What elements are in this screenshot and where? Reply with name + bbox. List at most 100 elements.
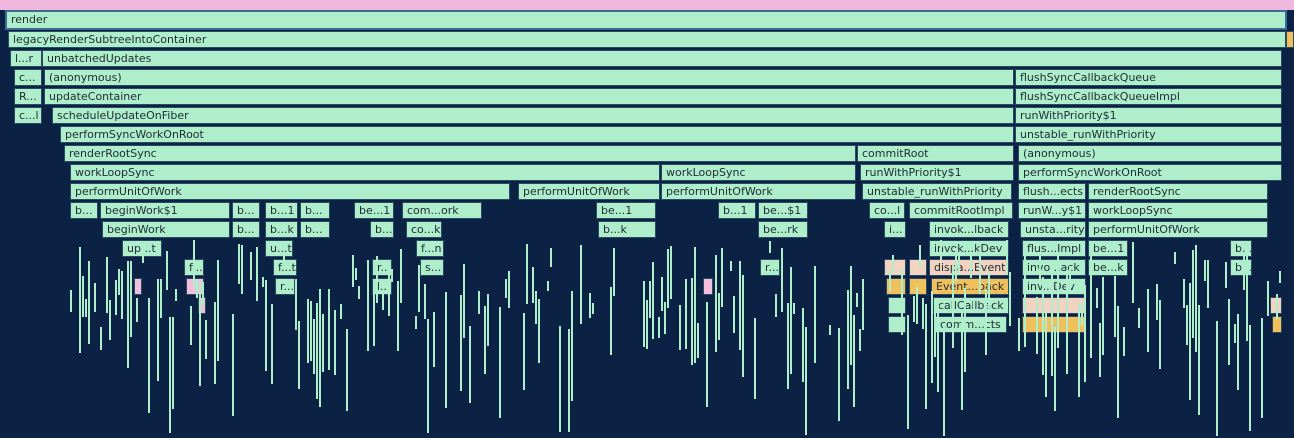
stack-tick <box>661 277 663 311</box>
stack-tick <box>526 244 528 304</box>
frame-unstable-run-with-priority-2[interactable]: unstable_runWithPriority <box>862 183 1012 200</box>
frame-b-3[interactable]: b... <box>300 202 330 219</box>
frame-orange-sliver[interactable] <box>1286 31 1294 48</box>
frame-run-with-priority-1[interactable]: runWithPriority$1 <box>1015 107 1282 124</box>
frame-invoke-dev-2[interactable]: inv...Dev <box>1022 278 1086 295</box>
frame-be1-1[interactable]: be...1 <box>354 202 394 219</box>
stack-tick <box>136 298 138 322</box>
frame-commit-root-impl[interactable]: commitRootImpl <box>909 202 1013 219</box>
frame-s[interactable]: s... <box>420 259 444 276</box>
frame-flush-effects[interactable]: flush...ects <box>1018 183 1086 200</box>
frame-commit-root[interactable]: commitRoot <box>857 145 1014 162</box>
frame-b-5[interactable]: b... <box>300 221 330 238</box>
frame-anonymous-2[interactable]: (anonymous) <box>1018 145 1282 162</box>
frame-legacy-render-subtree[interactable]: legacyRenderSubtreeIntoContainer <box>8 31 1286 48</box>
frame-be-1[interactable]: be...$1 <box>758 202 808 219</box>
frame-orange-2[interactable] <box>909 278 927 295</box>
frame-begin-work[interactable]: beginWork <box>102 221 230 238</box>
frame-pink-1[interactable] <box>134 278 142 295</box>
frame-berk[interactable]: be...rk <box>758 221 808 238</box>
frame-unstable-run-with-priority[interactable]: unstable_runWithPriority <box>1015 126 1282 143</box>
frame-render[interactable]: render <box>5 10 1287 30</box>
frame-cok[interactable]: co...k <box>406 221 442 238</box>
frame-lr[interactable]: l...r <box>10 50 42 67</box>
frame-peach-3[interactable] <box>1022 297 1086 314</box>
frame-event-callback[interactable]: Event...back <box>931 278 1009 295</box>
frame-begin-work-1[interactable]: beginWork$1 <box>100 202 230 219</box>
frame-fn[interactable]: f...n <box>416 240 444 257</box>
stack-tick <box>469 326 471 403</box>
frame-commit-effects[interactable]: comm...cts <box>935 316 1007 333</box>
frame-flush-impl[interactable]: flus...Impl <box>1022 240 1086 257</box>
frame-update-container[interactable]: updateContainer <box>44 88 1014 105</box>
frame-b1-1[interactable]: b...1 <box>265 202 298 219</box>
frame-anonymous[interactable]: (anonymous) <box>44 69 1014 86</box>
stack-tick <box>847 290 849 389</box>
frame-col[interactable]: co...l <box>869 202 905 219</box>
stack-tick <box>427 319 429 433</box>
frame-r-3[interactable]: r... <box>275 278 295 295</box>
frame-unstable-priority[interactable]: unsta...rity <box>1020 221 1086 238</box>
frame-b-7[interactable]: b... <box>1230 240 1252 257</box>
frame-render-root-sync[interactable]: renderRootSync <box>64 145 856 162</box>
frame-b-6[interactable]: b... <box>370 221 394 238</box>
stack-tick <box>721 248 723 307</box>
frame-commit-work[interactable]: com...ork <box>402 202 482 219</box>
frame-cl[interactable]: c...l <box>14 107 42 124</box>
frame-perform-unit-of-work[interactable]: performUnitOfWork <box>70 183 510 200</box>
frame-bk-1[interactable]: b...k <box>265 221 298 238</box>
frame-work-loop-sync[interactable]: workLoopSync <box>70 164 660 181</box>
frame-flush-sync-callback-queue-impl[interactable]: flushSyncCallbackQueueImpl <box>1015 88 1282 105</box>
frame-r-2[interactable]: r... <box>760 259 780 276</box>
frame-i[interactable]: i... <box>884 221 906 238</box>
frame-b-4[interactable]: b... <box>232 221 260 238</box>
frame-invoke-dev[interactable]: invok...kDev <box>929 240 1009 257</box>
frame-r[interactable]: R... <box>14 88 42 105</box>
frame-schedule-update-on-fiber[interactable]: scheduleUpdateOnFiber <box>52 107 1014 124</box>
frame-bek[interactable]: be...k <box>1088 259 1128 276</box>
frame-dispatch-event[interactable]: dispa...Event <box>929 259 1009 276</box>
frame-pink-3[interactable] <box>703 278 713 295</box>
frame-b-2[interactable]: b... <box>232 202 260 219</box>
frame-green-1[interactable] <box>888 297 906 314</box>
frame-work-loop-sync-2[interactable]: workLoopSync <box>661 164 856 181</box>
frame-work-loop-sync-3[interactable]: workLoopSync <box>1088 202 1268 219</box>
stack-tick <box>958 252 960 275</box>
stack-tick <box>922 298 924 329</box>
frame-unbatched-updates[interactable]: unbatchedUpdates <box>42 50 1282 67</box>
frame-be1-3[interactable]: be...1 <box>1088 240 1128 257</box>
frame-b1-2[interactable]: b...1 <box>718 202 756 219</box>
stack-tick <box>205 320 207 359</box>
frame-peach-2[interactable] <box>909 259 927 276</box>
stack-tick <box>193 240 195 289</box>
frame-b-1[interactable]: b... <box>70 202 98 219</box>
stack-tick <box>85 299 87 317</box>
frame-bk-2[interactable]: b...k <box>598 221 656 238</box>
frame-flush-sync-callback-queue[interactable]: flushSyncCallbackQueue <box>1015 69 1282 86</box>
stack-tick <box>970 254 972 278</box>
frame-perform-unit-of-work-2[interactable]: performUnitOfWork <box>518 183 660 200</box>
frame-ut[interactable]: u...t <box>265 240 293 257</box>
frame-run-with-priority-short[interactable]: runW...y$1 <box>1018 202 1086 219</box>
stack-tick <box>115 280 117 315</box>
stack-tick <box>907 315 909 429</box>
frame-green-2[interactable] <box>888 316 906 333</box>
frame-render-root-sync-2[interactable]: renderRootSync <box>1088 183 1268 200</box>
frame-perform-unit-of-work-3[interactable]: performUnitOfWork <box>661 183 856 200</box>
frame-be1-2[interactable]: be...1 <box>596 202 656 219</box>
stack-tick <box>652 262 654 339</box>
frame-perform-sync-work-on-root[interactable]: performSyncWorkOnRoot <box>60 126 1014 143</box>
frame-invoke-callback[interactable]: invok...lback <box>929 221 1009 238</box>
stack-tick <box>478 291 480 314</box>
frame-perform-sync-work-on-root-2[interactable]: performSyncWorkOnRoot <box>1018 164 1282 181</box>
frame-invoke-callback-2[interactable]: invo...ack <box>1022 259 1086 276</box>
stack-tick <box>694 247 696 363</box>
frame-perform-unit-of-work-4[interactable]: performUnitOfWork <box>1088 221 1268 238</box>
frame-c[interactable]: c... <box>14 69 42 86</box>
frame-run-with-priority-1b[interactable]: runWithPriority$1 <box>860 164 1014 181</box>
frame-ft[interactable]: f...t <box>273 259 297 276</box>
frame-b-8[interactable]: b... <box>1230 259 1252 276</box>
frame-call-callback[interactable]: callCallback <box>933 297 1009 314</box>
stack-tick <box>739 261 741 350</box>
